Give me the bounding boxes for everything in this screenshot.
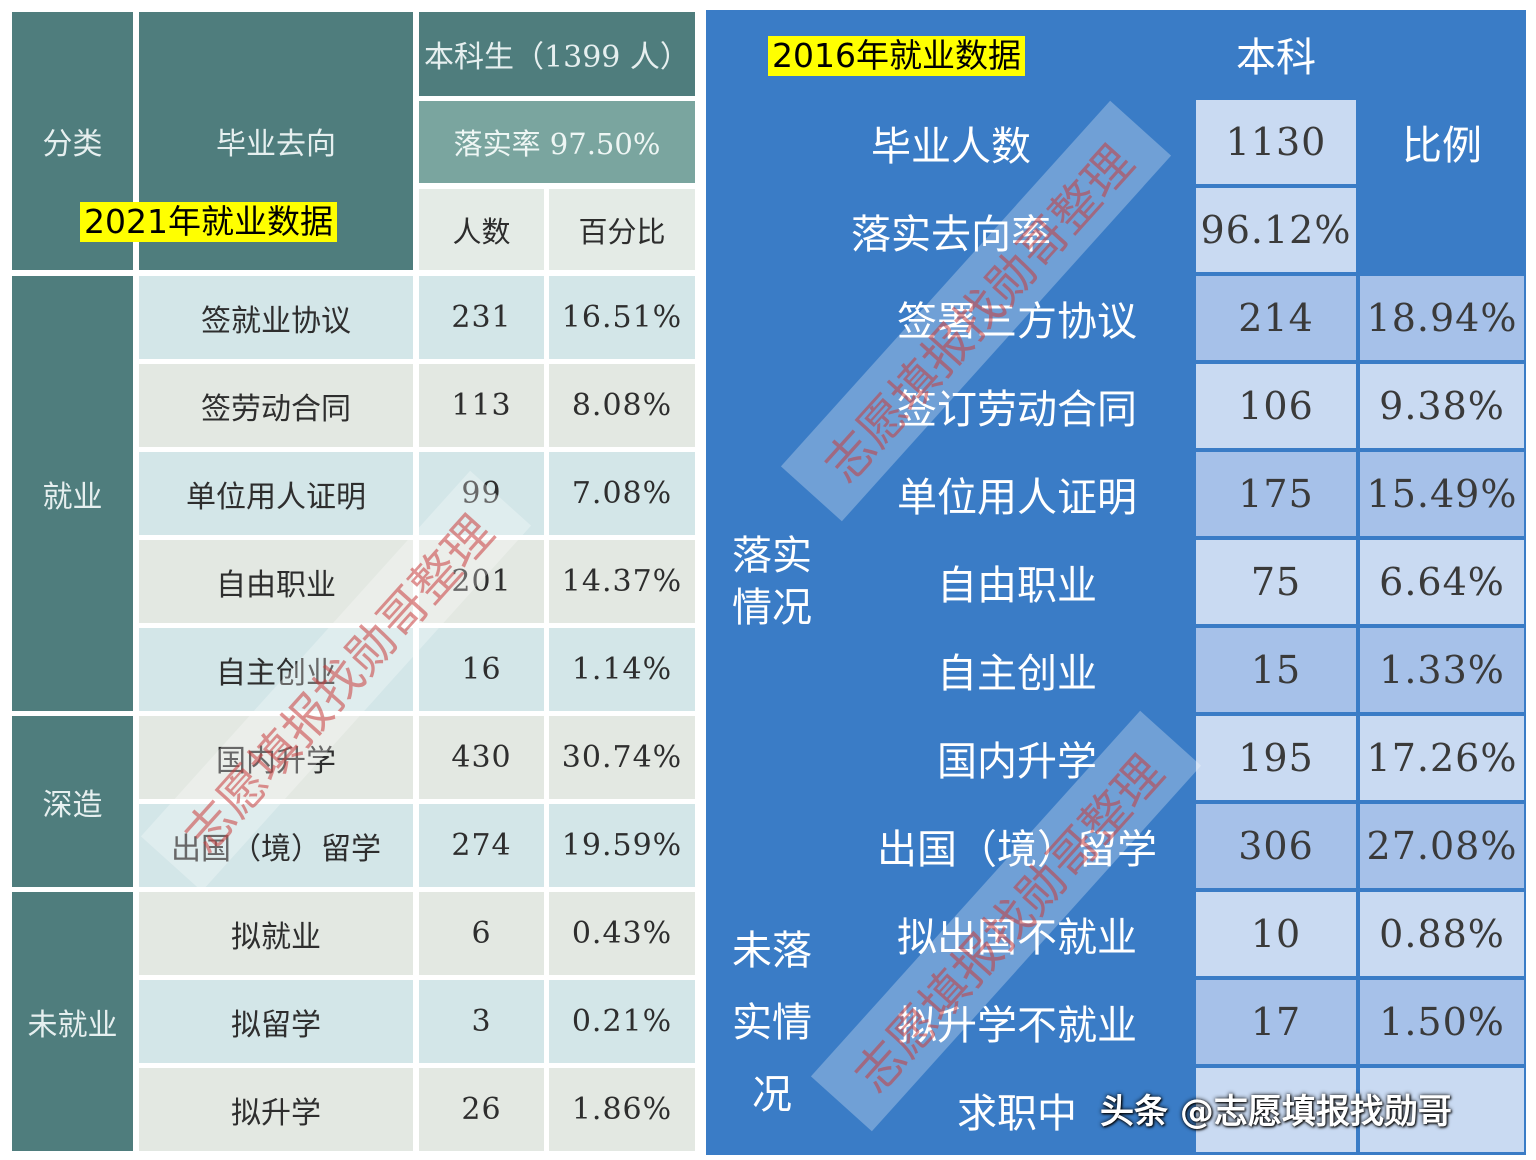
right-header-ratio: 比例 [1402, 123, 1482, 169]
right-row-count: 10 [1196, 892, 1356, 976]
left-row-pct: 0.43% [549, 892, 695, 975]
left-row-pct: 30.74% [549, 716, 695, 799]
right-row-pct: 6.64% [1360, 540, 1524, 624]
right-row-label: 签订劳动合同 [897, 387, 1137, 433]
right-title-highlight: 2016年就业数据 [768, 36, 1025, 76]
left-row-count: 430 [419, 716, 544, 799]
left-row-pct: 1.14% [549, 628, 695, 711]
left-row-count: 231 [419, 276, 544, 359]
right-row-pct: 27.08% [1360, 804, 1524, 888]
left-header-pct: 百分比 [549, 189, 695, 270]
right-rate-value: 96.12% [1196, 188, 1356, 272]
right-group-settled-text: 落实 情况 [732, 533, 812, 631]
right-row-count [1196, 1068, 1356, 1152]
right-row-count: 175 [1196, 452, 1356, 536]
left-row-label: 国内升学 [139, 716, 413, 799]
right-grads-label: 毕业人数 [871, 124, 1031, 170]
right-rate-label: 落实去向率 [851, 212, 1051, 258]
footer-credit: 头条 @志愿填报找勋哥 [1100, 1092, 1452, 1132]
right-row-count: 195 [1196, 716, 1356, 800]
left-title-highlight: 2021年就业数据 [80, 202, 337, 242]
left-row-pct: 0.21% [549, 980, 695, 1063]
right-row-count: 214 [1196, 276, 1356, 360]
left-row-count: 99 [419, 452, 544, 535]
right-row-label: 自主创业 [937, 651, 1097, 697]
left-header-count: 人数 [419, 189, 544, 270]
left-row-pct: 14.37% [549, 540, 695, 623]
right-group-unsettled: 未落 实情 况 [706, 892, 838, 1154]
left-row-pct: 16.51% [549, 276, 695, 359]
right-row-pct: 15.49% [1360, 452, 1524, 536]
left-row-label: 拟就业 [139, 892, 413, 975]
right-row-label: 出国（境）留学 [877, 827, 1157, 873]
left-row-count: 113 [419, 364, 544, 447]
right-row-label: 国内升学 [937, 739, 1097, 785]
right-row-count: 17 [1196, 980, 1356, 1064]
left-header-rate: 落实率 97.50% [419, 101, 695, 183]
left-row-label: 出国（境）留学 [139, 804, 413, 887]
left-row-label: 单位用人证明 [139, 452, 413, 535]
left-row-pct: 19.59% [549, 804, 695, 887]
right-group-settled: 落实 情况 [706, 276, 838, 888]
right-row-pct: 1.33% [1360, 628, 1524, 712]
right-row-label: 求职中 [957, 1091, 1077, 1137]
left-header-category: 分类 [12, 12, 133, 270]
left-row-count: 26 [419, 1068, 544, 1151]
right-row-label: 签署三方协议 [897, 299, 1137, 345]
right-row-count: 306 [1196, 804, 1356, 888]
left-row-count: 3 [419, 980, 544, 1063]
left-row-count: 201 [419, 540, 544, 623]
right-row-label: 拟出国不就业 [897, 915, 1137, 961]
right-row-pct: 0.88% [1360, 892, 1524, 976]
right-row-pct: 9.38% [1360, 364, 1524, 448]
right-row-label: 拟升学不就业 [897, 1003, 1137, 1049]
left-row-count: 16 [419, 628, 544, 711]
right-grads-value: 1130 [1196, 100, 1356, 184]
left-row-label: 自由职业 [139, 540, 413, 623]
right-row-pct: 17.26% [1360, 716, 1524, 800]
right-group-unsettled-text: 未落 实情 况 [732, 928, 812, 1118]
left-row-label: 拟留学 [139, 980, 413, 1063]
right-row-label: 单位用人证明 [897, 475, 1137, 521]
left-row-label: 签劳动合同 [139, 364, 413, 447]
right-row-count: 15 [1196, 628, 1356, 712]
right-row-pct: 1.50% [1360, 980, 1524, 1064]
right-row-label: 自由职业 [937, 563, 1097, 609]
right-row-pct: 18.94% [1360, 276, 1524, 360]
left-row-count: 274 [419, 804, 544, 887]
left-category-unemployed: 未就业 [12, 892, 133, 1151]
left-row-count: 6 [419, 892, 544, 975]
right-header-undergrad: 本科 [1236, 35, 1316, 81]
right-row-count: 75 [1196, 540, 1356, 624]
left-row-label: 签就业协议 [139, 276, 413, 359]
left-row-label: 拟升学 [139, 1068, 413, 1151]
left-category-further-study: 深造 [12, 716, 133, 887]
right-row-count: 106 [1196, 364, 1356, 448]
left-category-employment: 就业 [12, 276, 133, 711]
left-header-group: 本科生（1399 人） [419, 12, 695, 96]
left-row-pct: 7.08% [549, 452, 695, 535]
left-row-label: 自主创业 [139, 628, 413, 711]
left-row-pct: 1.86% [549, 1068, 695, 1151]
left-row-pct: 8.08% [549, 364, 695, 447]
right-row-pct [1360, 1068, 1524, 1152]
